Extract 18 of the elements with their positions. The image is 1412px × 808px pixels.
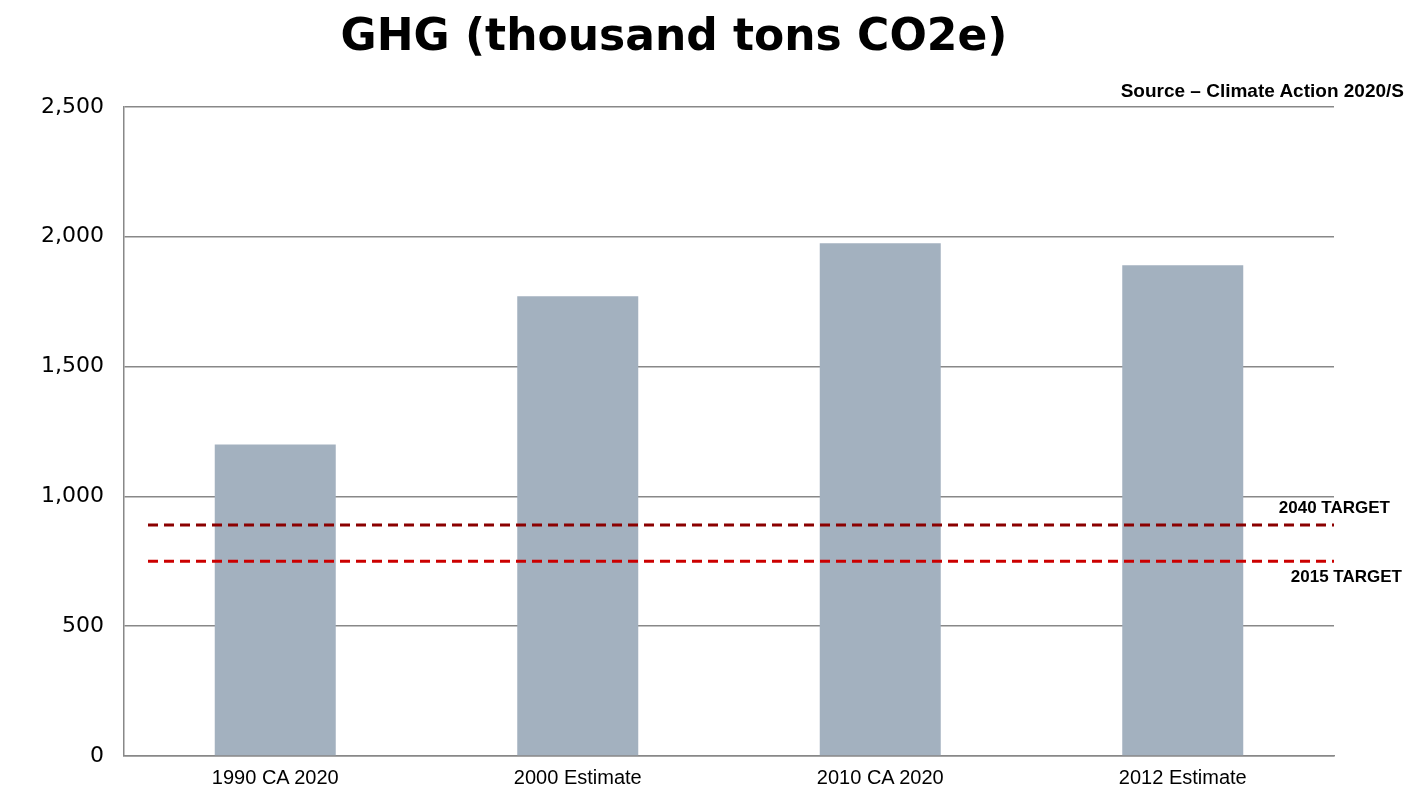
ref-line-label: 2040 TARGET: [1278, 498, 1391, 518]
bar: [214, 444, 336, 756]
y-tick-label: 2,000: [41, 222, 104, 248]
y-tick-label: 1,500: [41, 352, 104, 378]
x-tick-label: 2000 Estimate: [513, 765, 642, 788]
bar: [517, 296, 639, 756]
bar: [1122, 265, 1244, 756]
bar: [819, 243, 941, 756]
y-tick-label: 500: [62, 611, 104, 637]
x-tick-label: 1990 CA 2020: [211, 765, 339, 788]
chart-title: GHG (thousand tons CO2e): [340, 8, 1008, 60]
y-tick-label: 0: [90, 741, 104, 767]
x-tick-label: 2010 CA 2020: [816, 765, 944, 788]
ref-line-label: 2015 TARGET: [1290, 567, 1403, 587]
y-tick-label: 2,500: [41, 92, 104, 118]
source-note: Source – Climate Action 2020/S: [1120, 79, 1404, 101]
x-tick-label: 2012 Estimate: [1118, 765, 1247, 788]
y-tick-label: 1,000: [41, 482, 104, 508]
